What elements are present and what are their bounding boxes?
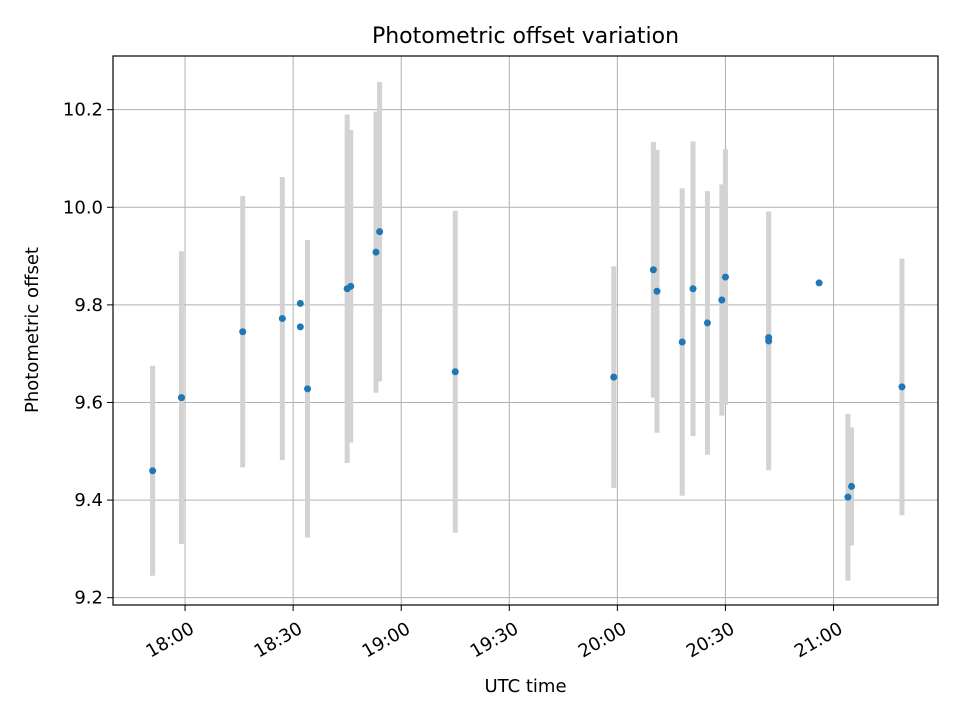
data-point [653, 287, 661, 295]
y-tick-label: 10.2 [63, 100, 103, 121]
y-tick-label: 10.0 [63, 197, 103, 218]
data-point [703, 319, 711, 327]
data-point [239, 328, 247, 336]
y-tick-label: 9.8 [74, 295, 103, 316]
data-point [610, 373, 618, 381]
data-point [278, 315, 286, 323]
data-point [451, 368, 459, 376]
data-point [721, 273, 729, 281]
chart-title: Photometric offset variation [372, 24, 679, 49]
data-point [718, 296, 726, 304]
data-point [689, 285, 697, 293]
x-axis-label: UTC time [484, 676, 566, 697]
y-tick-label: 9.4 [74, 490, 103, 511]
data-point [844, 493, 852, 501]
y-tick-label: 9.2 [74, 588, 103, 609]
data-point [149, 467, 157, 475]
y-axis-label: Photometric offset [22, 247, 43, 413]
data-points [149, 228, 906, 501]
data-point [347, 282, 355, 290]
data-point [296, 299, 304, 307]
data-point [649, 266, 657, 274]
data-point [848, 482, 856, 490]
data-point [898, 383, 906, 391]
data-point [296, 323, 304, 331]
data-point [372, 248, 380, 256]
data-point [678, 338, 686, 346]
plot-frame [112, 55, 939, 606]
data-point [815, 279, 823, 287]
data-point [304, 385, 312, 393]
data-point [177, 394, 185, 402]
y-tick-label: 9.6 [74, 392, 103, 413]
data-point [765, 337, 773, 345]
data-point [376, 228, 384, 236]
y-axis: 9.2 9.4 9.6 9.8 10.0 10.2 [63, 100, 113, 609]
